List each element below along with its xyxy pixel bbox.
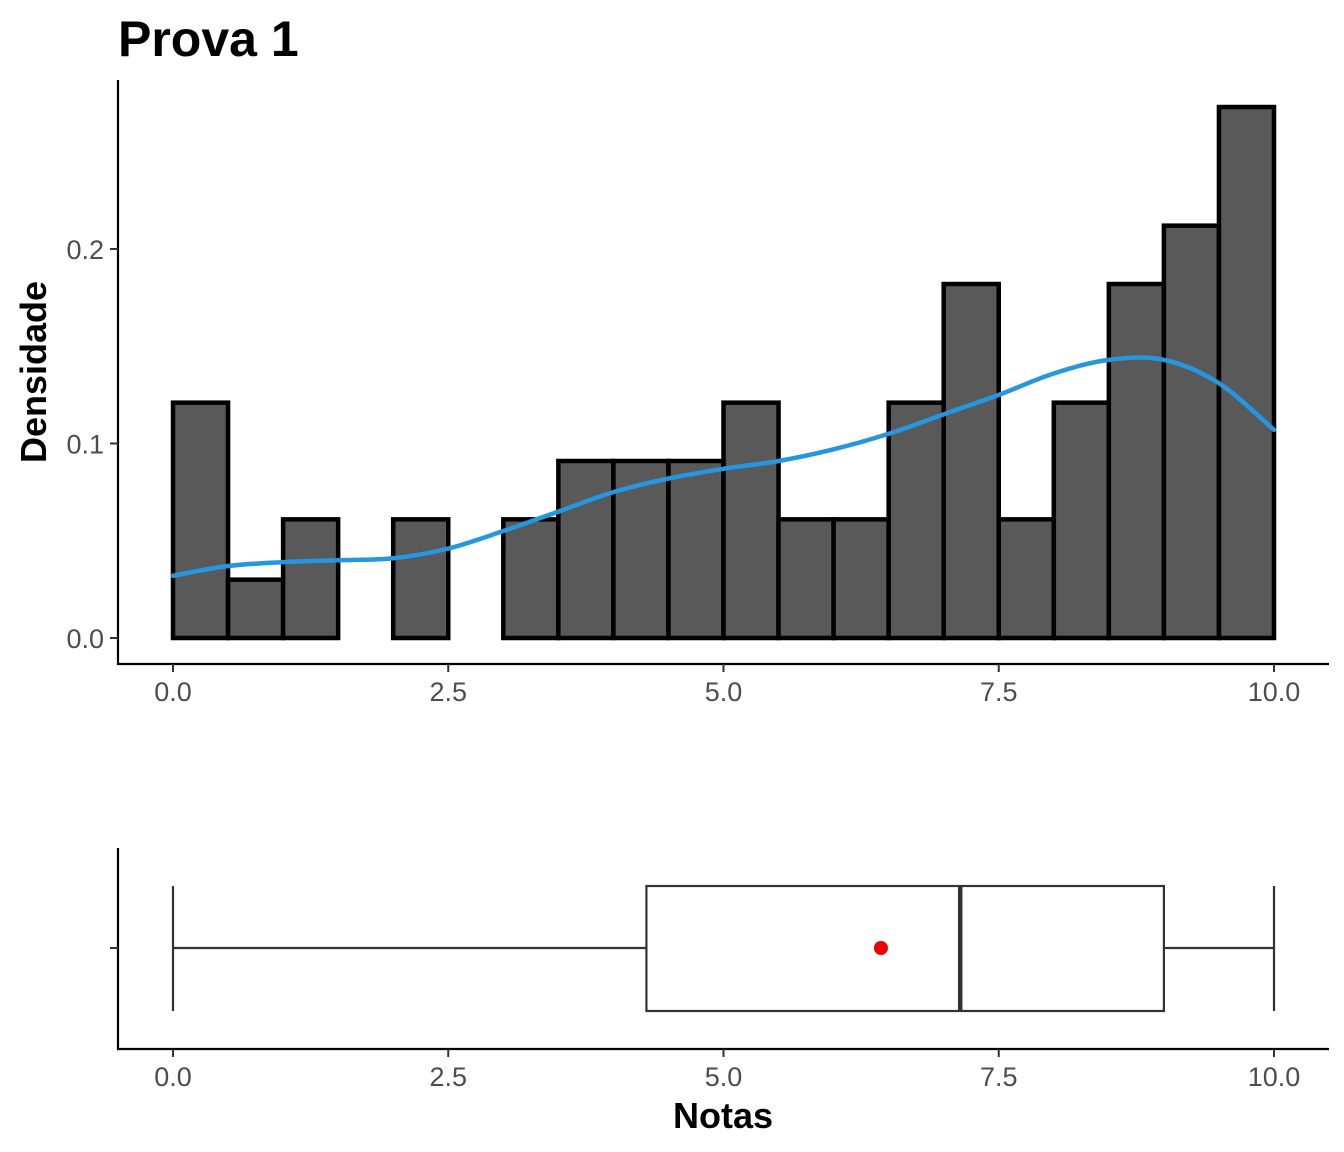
histogram-bar [170,400,231,641]
histogram-bar [1106,281,1167,641]
histogram-bar [1161,223,1222,641]
x-tick-label: 2.5 [429,1062,467,1092]
histogram-bar [996,517,1057,641]
y-tick-label: 0.2 [66,235,104,265]
histogram-bar [556,458,616,641]
histogram-bars [170,104,1277,641]
hist-y-ticks: 0.0 0.1 0.2 [66,235,118,654]
x-tick-label: 0.0 [154,1062,192,1092]
histogram-bar [280,517,341,641]
x-axis-title: Notas [673,1095,773,1136]
histogram-bar [1216,104,1277,641]
histogram-bar [501,517,561,641]
x-tick-label: 0.0 [154,677,192,707]
box-iqr [645,884,1165,1013]
histogram-panel: 0.0 0.1 0.2 0.0 2.5 5.0 7.5 10.0 Densidade [13,80,1329,707]
chart-title: Prova 1 [118,11,299,67]
histogram-bar [1051,400,1112,641]
histogram-bar [390,517,451,641]
histogram-bar [886,400,946,641]
histogram-bar [831,517,891,641]
histogram-bar [941,281,1002,641]
box-x-ticks: 0.0 2.5 5.0 7.5 10.0 [154,1049,1300,1092]
y-tick-label: 0.0 [66,624,104,654]
x-tick-label: 5.0 [705,1062,743,1092]
y-tick-label: 0.1 [66,430,104,460]
x-tick-label: 2.5 [429,677,467,707]
boxplot-panel: 0.0 2.5 5.0 7.5 10.0 Notas [110,848,1329,1136]
x-tick-label: 7.5 [980,1062,1018,1092]
x-tick-label: 5.0 [705,677,743,707]
hist-x-ticks: 0.0 2.5 5.0 7.5 10.0 [154,664,1300,707]
histogram-bar [666,458,726,641]
histogram-bar [721,400,781,641]
histogram-bar [776,517,836,641]
x-tick-label: 10.0 [1248,677,1301,707]
boxplot-marks [171,884,1276,1013]
y-axis-title: Densidade [13,281,54,463]
histogram-bar [225,577,286,641]
x-tick-label: 7.5 [980,677,1018,707]
mean-point [873,941,888,955]
density-curve [170,355,1277,579]
x-tick-label: 10.0 [1248,1062,1301,1092]
